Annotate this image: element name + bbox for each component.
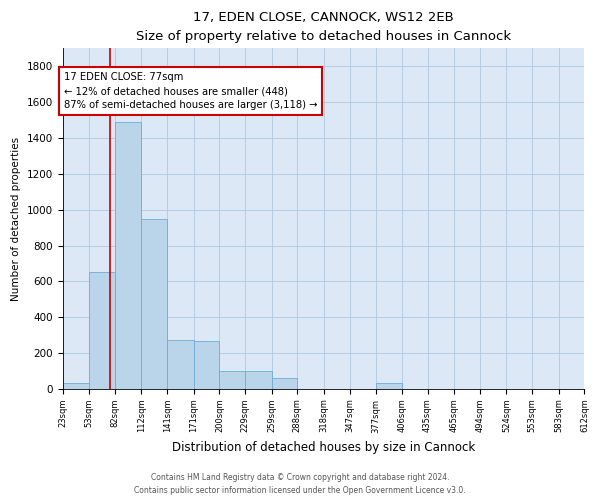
Bar bbox=[89, 272, 115, 389]
Text: 17 EDEN CLOSE: 77sqm
← 12% of detached houses are smaller (448)
87% of semi-deta: 17 EDEN CLOSE: 77sqm ← 12% of detached h… bbox=[64, 72, 317, 110]
Bar bbox=[62, 382, 89, 389]
Y-axis label: Number of detached properties: Number of detached properties bbox=[11, 136, 21, 300]
Bar bbox=[167, 340, 194, 389]
Bar bbox=[220, 371, 245, 389]
X-axis label: Distribution of detached houses by size in Cannock: Distribution of detached houses by size … bbox=[172, 441, 475, 454]
Text: Contains HM Land Registry data © Crown copyright and database right 2024.
Contai: Contains HM Land Registry data © Crown c… bbox=[134, 474, 466, 495]
Title: 17, EDEN CLOSE, CANNOCK, WS12 2EB
Size of property relative to detached houses i: 17, EDEN CLOSE, CANNOCK, WS12 2EB Size o… bbox=[136, 11, 511, 43]
Bar bbox=[115, 122, 142, 389]
Bar bbox=[376, 382, 402, 389]
Bar bbox=[272, 378, 298, 389]
Bar bbox=[245, 371, 272, 389]
Bar bbox=[142, 218, 167, 389]
Bar bbox=[194, 342, 220, 389]
